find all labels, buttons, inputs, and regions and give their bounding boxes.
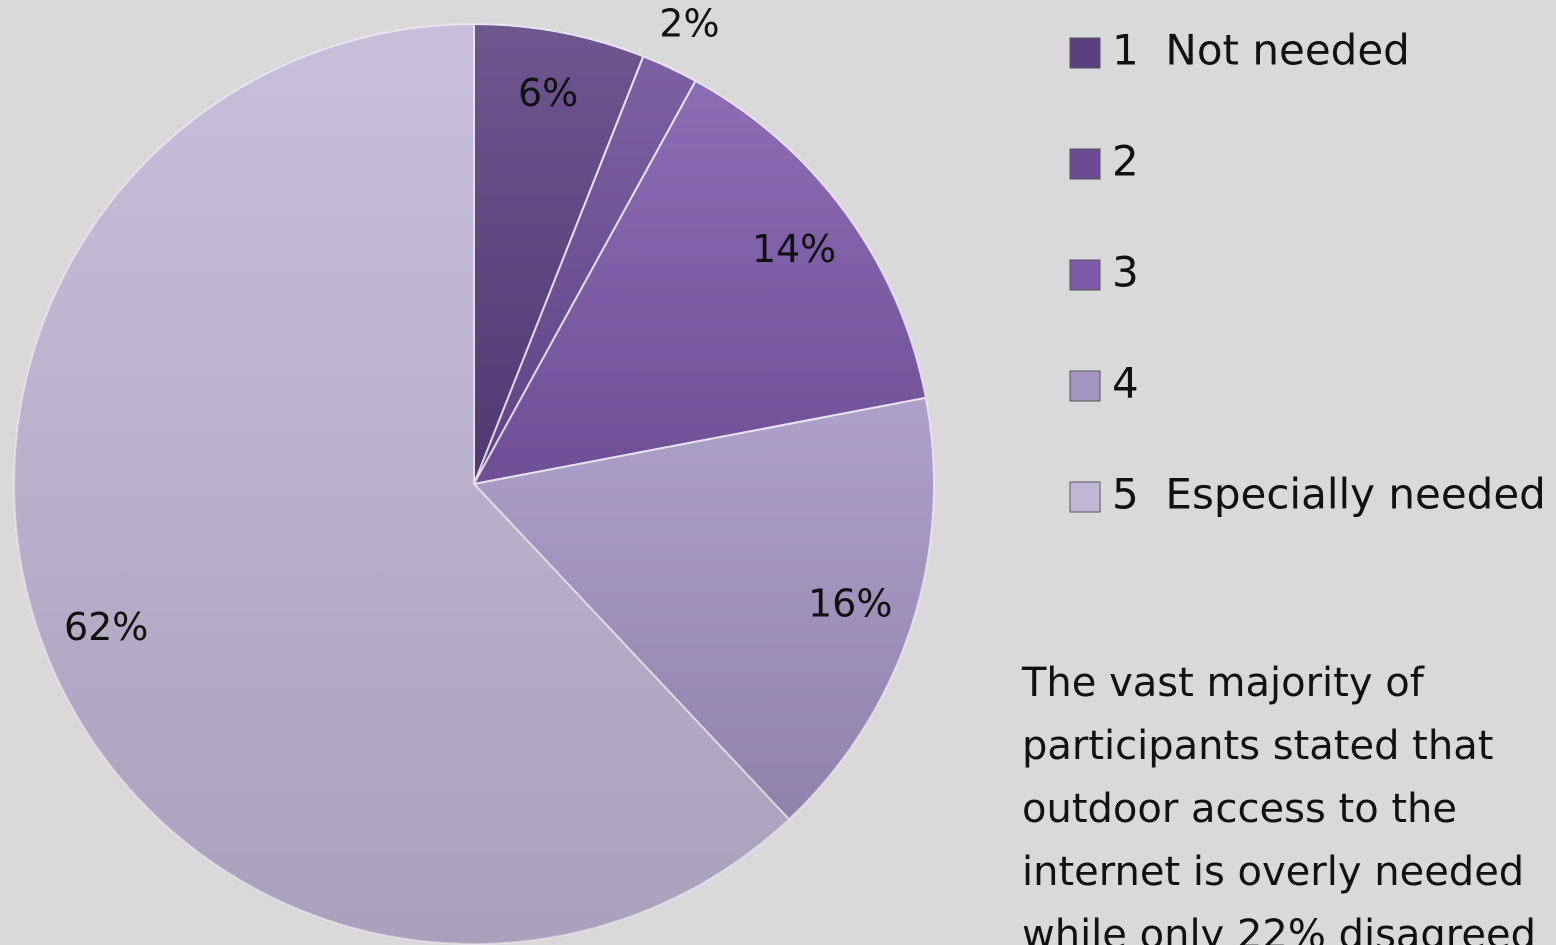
legend-swatch (1069, 148, 1101, 180)
annotation: The vast majority of participants stated… (1022, 660, 1536, 945)
data-label: 16% (808, 582, 892, 626)
legend-swatch (1069, 259, 1101, 291)
legend-label: 3 (1112, 248, 1139, 297)
legend-label: 4 (1112, 359, 1139, 408)
legend-swatch (1069, 37, 1101, 69)
slice-shade (474, 80, 926, 484)
legend-label: 2 (1112, 137, 1139, 186)
slice-shade (13, 24, 789, 944)
slice-shade (474, 24, 644, 484)
legend-swatch (1069, 370, 1101, 402)
data-label: 6% (518, 71, 578, 115)
legend-swatch (1069, 481, 1101, 513)
data-label: 2% (659, 2, 719, 46)
slice-shade (474, 397, 934, 820)
data-label: 62% (64, 605, 148, 649)
legend-label: 1 Not needed (1112, 26, 1410, 75)
slice-shade (474, 56, 696, 484)
legend-label: 5 Especially needed (1112, 470, 1546, 519)
data-label: 14% (752, 227, 836, 271)
